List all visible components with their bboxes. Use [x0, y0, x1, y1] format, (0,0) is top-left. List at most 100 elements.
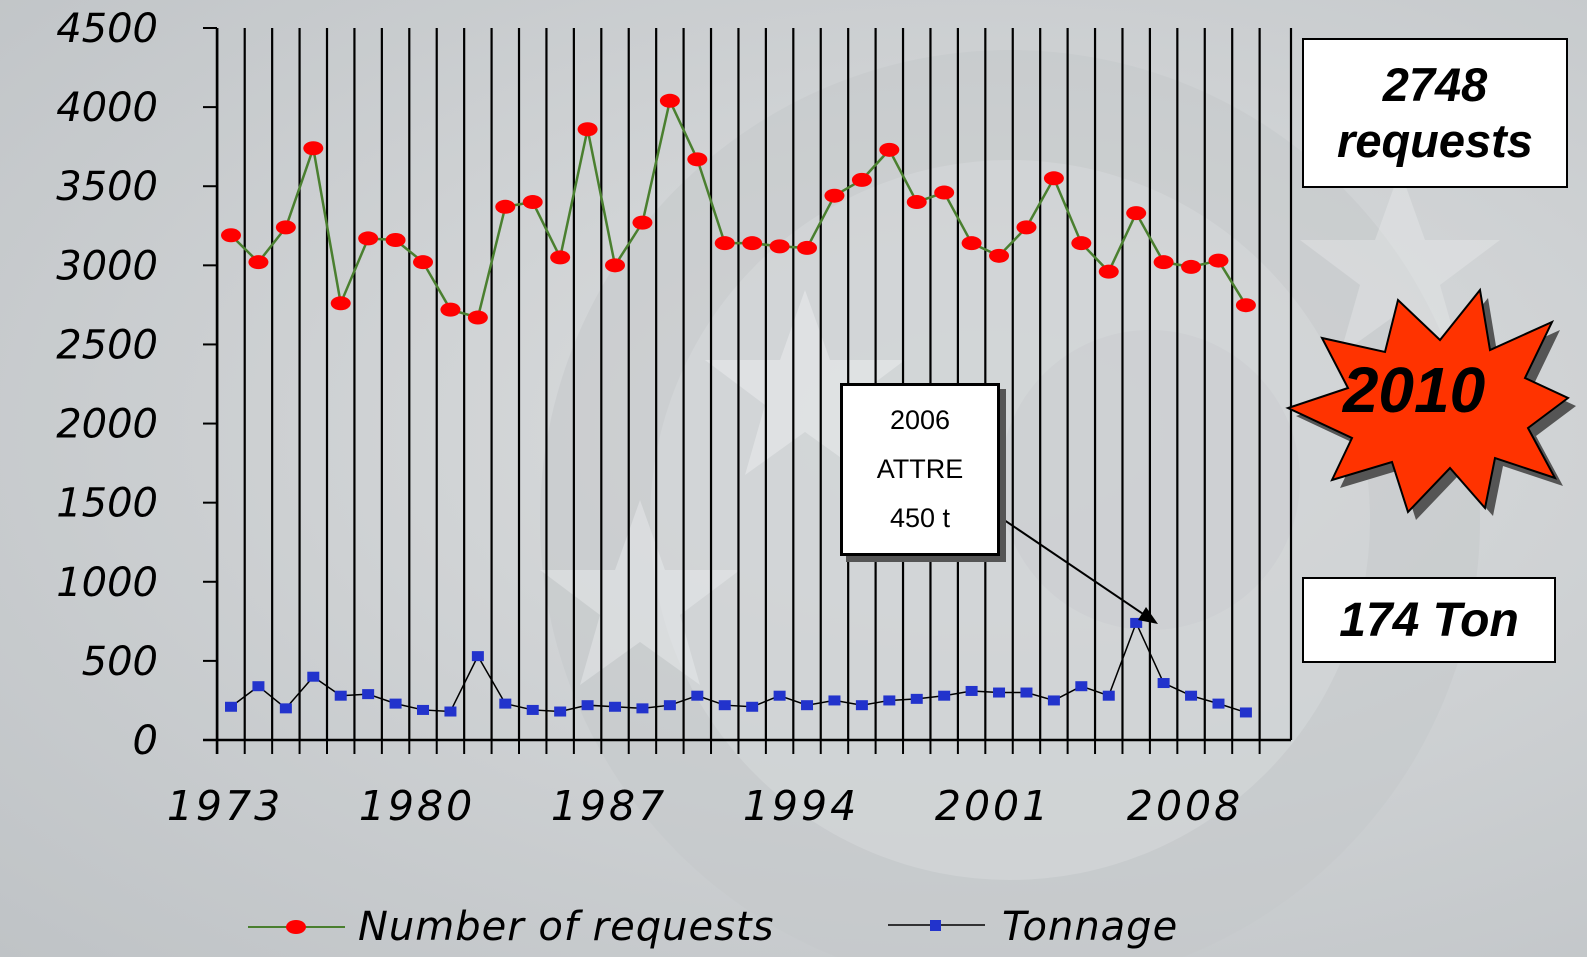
y-tick-label: 4000: [56, 85, 158, 131]
requests-data-point: [1181, 259, 1202, 274]
requests-data-point: [714, 236, 735, 251]
y-tick-label: 2000: [56, 402, 158, 448]
requests-data-point: [1016, 220, 1037, 235]
tonnage-data-point: [1212, 698, 1225, 709]
tonnage-data-point: [691, 690, 704, 701]
requests-data-point: [550, 250, 571, 265]
tonnage-data-point: [1075, 681, 1088, 692]
chart-legend: Number of requests Tonnage: [248, 904, 1178, 950]
requests-data-point: [742, 236, 763, 251]
tonnage-data-point: [855, 700, 868, 711]
requests-data-point: [495, 199, 516, 214]
tonnage-data-point: [1047, 695, 1060, 706]
y-axis-ticks: 0 500 1000 1500 2000 2500 3000 3500 4000 4500: [56, 6, 158, 764]
tonnage-data-point: [1130, 617, 1143, 628]
tonnage-data-point: [663, 700, 676, 711]
tonnage-data-point: [389, 698, 402, 709]
tonnage-data-point: [252, 681, 265, 692]
tonnage-data-point: [1185, 690, 1198, 701]
legend-requests-marker: [286, 920, 306, 934]
legend-tonnage-label: Tonnage: [1002, 904, 1178, 950]
y-tick-label: 4500: [56, 6, 158, 52]
callout-arrow: [981, 504, 1153, 621]
emblem-star-icon: [540, 500, 740, 685]
burst-shape: [1285, 287, 1570, 514]
tonnage-data-point: [1157, 678, 1170, 689]
tonnage-data-point: [609, 701, 622, 712]
callout-arrowhead: [1138, 607, 1158, 624]
requests-data-point: [879, 142, 900, 157]
tonnage-data-point: [910, 693, 923, 704]
tonnage-data-point: [334, 690, 347, 701]
requests-data-point: [824, 188, 845, 203]
requests-data-point: [1153, 255, 1174, 270]
tonnage-data-point: [444, 706, 457, 717]
x-tick-label: 2001: [935, 782, 1051, 830]
tonnage-data-point: [965, 685, 978, 696]
tonnage-data-point: [883, 695, 896, 706]
tonnage-data-point: [801, 700, 814, 711]
x-tick-label: 1973: [167, 782, 283, 830]
tonnage-data-point: [1102, 690, 1115, 701]
tonnage-data-point: [718, 700, 731, 711]
emblem-star-icon: [705, 290, 905, 475]
requests-data-point: [797, 240, 818, 255]
requests-data-point: [577, 122, 598, 137]
tonnage-summary-box: 174 Ton: [1302, 577, 1556, 663]
tonnage-data-point: [828, 695, 841, 706]
requests-data-point: [1043, 171, 1064, 186]
requests-data-point: [1098, 264, 1119, 279]
y-tick-label: 1500: [56, 481, 158, 527]
tonnage-data-point: [636, 703, 649, 714]
tonnage-data-point: [581, 700, 594, 711]
requests-summary-box: 2748 requests: [1302, 38, 1568, 188]
requests-data-point: [303, 141, 324, 156]
requests-data-point: [605, 258, 626, 273]
x-axis-ticks: 1973 1980 1987 1994 2001 2008: [167, 782, 1240, 830]
requests-data-point: [275, 220, 296, 235]
requests-data-point: [769, 239, 790, 254]
requests-data-point: [330, 296, 351, 311]
tonnage-data-point: [938, 690, 951, 701]
y-tick-label: 500: [82, 639, 158, 685]
y-tick-label: 3500: [56, 164, 158, 210]
requests-data-point: [851, 172, 872, 187]
tonnage-data-point: [746, 701, 759, 712]
chart-grid: [216, 28, 1293, 740]
requests-count: 2748: [1382, 58, 1488, 111]
y-tick-label: 2500: [56, 322, 158, 368]
tonnage-data-point: [1020, 687, 1033, 698]
year-burst: 2010: [1285, 287, 1576, 520]
y-tick-label: 1000: [56, 560, 158, 606]
callout-box-2006: 2006 ATTRE 450 t: [840, 383, 1000, 556]
requests-label: requests: [1337, 114, 1533, 167]
requests-data-point: [413, 255, 434, 270]
tonnage-data-point: [526, 704, 539, 715]
requests-data-point: [1208, 253, 1229, 268]
requests-data-point: [1071, 236, 1092, 251]
x-tick-label: 1987: [551, 782, 667, 830]
emblem-star-icon: [1300, 170, 1500, 355]
chart-series: [221, 93, 1256, 718]
requests-data-point: [385, 233, 406, 248]
tonnage-data-point: [993, 687, 1006, 698]
requests-data-point: [440, 302, 461, 317]
tonnage-data-point: [1239, 707, 1252, 718]
requests-data-point: [961, 236, 982, 251]
requests-data-point: [989, 248, 1010, 263]
tonnage-data-point: [773, 690, 786, 701]
tonnage-data-point: [279, 703, 292, 714]
requests-data-point: [906, 195, 927, 210]
requests-data-point: [659, 93, 680, 108]
callout-weight: 450 t: [889, 503, 951, 533]
x-tick-label: 1980: [359, 782, 475, 830]
legend-tonnage-marker: [930, 920, 941, 931]
requests-data-point: [248, 255, 269, 270]
callout-year: 2006: [889, 405, 951, 435]
requests-data-point: [358, 231, 379, 246]
requests-data-point: [632, 215, 653, 230]
x-tick-label: 1994: [743, 782, 859, 830]
requests-data-point: [522, 195, 543, 210]
requests-data-point: [1126, 206, 1147, 221]
